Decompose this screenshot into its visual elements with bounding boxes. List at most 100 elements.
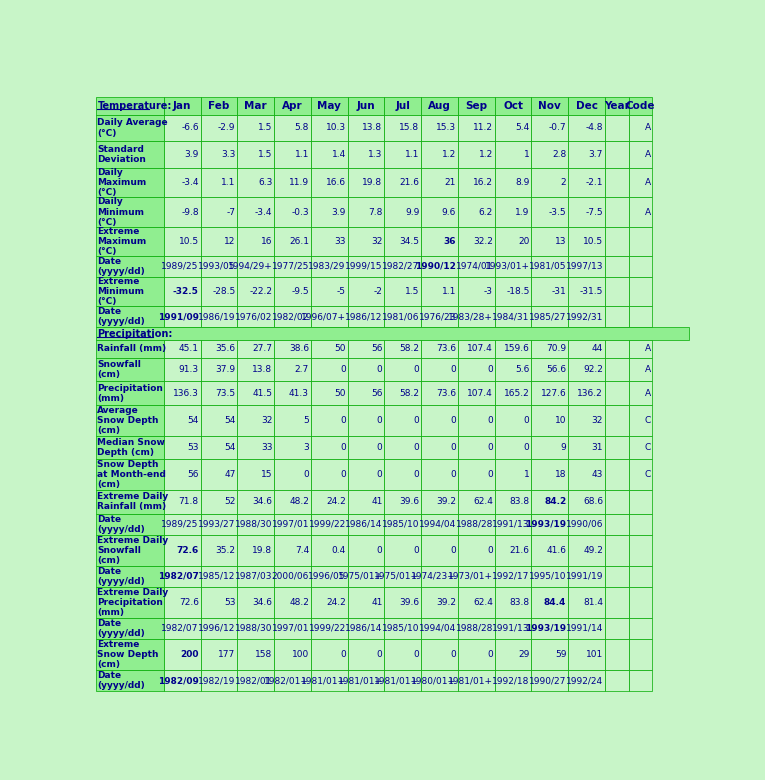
Text: 72.6: 72.6 bbox=[179, 598, 199, 607]
Bar bbox=[629, 670, 653, 691]
Text: 19.8: 19.8 bbox=[252, 546, 272, 555]
Bar bbox=[311, 639, 347, 670]
Bar bbox=[311, 358, 347, 381]
Text: A: A bbox=[644, 344, 650, 353]
Text: 1993/27: 1993/27 bbox=[198, 519, 236, 529]
Text: -0.3: -0.3 bbox=[291, 207, 309, 217]
Bar bbox=[495, 670, 532, 691]
Text: 48.2: 48.2 bbox=[289, 598, 309, 607]
Bar bbox=[311, 227, 347, 256]
Text: 1974/23+: 1974/23+ bbox=[412, 572, 456, 581]
Text: 1986/14: 1986/14 bbox=[345, 519, 382, 529]
Text: 0: 0 bbox=[487, 365, 493, 374]
Bar bbox=[274, 97, 311, 115]
Text: 1976/23: 1976/23 bbox=[418, 312, 456, 321]
Bar bbox=[384, 405, 421, 436]
Bar bbox=[532, 381, 568, 405]
Bar bbox=[495, 513, 532, 535]
Bar bbox=[164, 639, 200, 670]
Bar bbox=[458, 227, 495, 256]
Text: 0: 0 bbox=[451, 470, 456, 479]
Text: 38.6: 38.6 bbox=[289, 344, 309, 353]
Bar bbox=[605, 256, 629, 277]
Bar bbox=[458, 436, 495, 459]
Bar bbox=[96, 115, 164, 141]
Text: 15: 15 bbox=[261, 470, 272, 479]
Text: Precipitation:: Precipitation: bbox=[97, 328, 173, 339]
Bar bbox=[629, 141, 653, 168]
Bar bbox=[384, 97, 421, 115]
Bar bbox=[568, 256, 605, 277]
Bar bbox=[605, 168, 629, 197]
Text: 1982/19: 1982/19 bbox=[198, 676, 236, 685]
Text: 0: 0 bbox=[524, 443, 529, 452]
Bar bbox=[96, 459, 164, 490]
Bar bbox=[532, 513, 568, 535]
Bar bbox=[274, 307, 311, 328]
Text: 73.5: 73.5 bbox=[216, 388, 236, 398]
Bar bbox=[605, 307, 629, 328]
Text: 5.8: 5.8 bbox=[295, 123, 309, 133]
Text: 1992/31: 1992/31 bbox=[566, 312, 603, 321]
Text: 7.8: 7.8 bbox=[368, 207, 382, 217]
Bar bbox=[164, 115, 200, 141]
Text: 16.6: 16.6 bbox=[326, 179, 346, 187]
Text: 13.8: 13.8 bbox=[252, 365, 272, 374]
Text: 50: 50 bbox=[334, 344, 346, 353]
Text: 0: 0 bbox=[414, 546, 419, 555]
Bar bbox=[532, 490, 568, 513]
Bar bbox=[311, 436, 347, 459]
Bar bbox=[532, 340, 568, 358]
Text: Extreme
Snow Depth
(cm): Extreme Snow Depth (cm) bbox=[97, 640, 159, 669]
Bar bbox=[532, 115, 568, 141]
Bar bbox=[384, 381, 421, 405]
Bar bbox=[200, 97, 237, 115]
Bar bbox=[274, 566, 311, 587]
Bar bbox=[532, 256, 568, 277]
Text: 70.9: 70.9 bbox=[546, 344, 566, 353]
Bar bbox=[200, 670, 237, 691]
Bar bbox=[237, 513, 274, 535]
Bar bbox=[311, 535, 347, 566]
Bar bbox=[274, 639, 311, 670]
Text: 56.6: 56.6 bbox=[546, 365, 566, 374]
Text: 56: 56 bbox=[371, 388, 382, 398]
Text: 1981/06: 1981/06 bbox=[382, 312, 419, 321]
Text: 27.7: 27.7 bbox=[252, 344, 272, 353]
Text: 1982/07: 1982/07 bbox=[161, 624, 199, 633]
Bar bbox=[458, 566, 495, 587]
Text: 71.8: 71.8 bbox=[179, 498, 199, 506]
Bar bbox=[532, 566, 568, 587]
Text: 1990/06: 1990/06 bbox=[565, 519, 603, 529]
Text: Snow Depth
at Month-end
(cm): Snow Depth at Month-end (cm) bbox=[97, 460, 166, 489]
Bar bbox=[421, 277, 458, 307]
Bar bbox=[421, 618, 458, 639]
Text: -9.5: -9.5 bbox=[291, 287, 309, 296]
Bar bbox=[421, 436, 458, 459]
Bar bbox=[200, 340, 237, 358]
Text: 3: 3 bbox=[303, 443, 309, 452]
Text: 1976/02: 1976/02 bbox=[235, 312, 272, 321]
Text: 0: 0 bbox=[377, 546, 382, 555]
Text: 1985/27: 1985/27 bbox=[529, 312, 566, 321]
Text: 1997/01: 1997/01 bbox=[272, 519, 309, 529]
Bar bbox=[384, 535, 421, 566]
Text: 1: 1 bbox=[524, 470, 529, 479]
Text: 1997/13: 1997/13 bbox=[565, 262, 603, 271]
Bar bbox=[458, 639, 495, 670]
Bar bbox=[605, 535, 629, 566]
Text: Extreme Daily
Rainfall (mm): Extreme Daily Rainfall (mm) bbox=[97, 492, 168, 512]
Text: 20: 20 bbox=[518, 236, 529, 246]
Text: 19.8: 19.8 bbox=[363, 179, 382, 187]
Text: 0: 0 bbox=[414, 365, 419, 374]
Text: 0: 0 bbox=[377, 470, 382, 479]
Bar bbox=[605, 639, 629, 670]
Bar bbox=[568, 115, 605, 141]
Text: 1982/07: 1982/07 bbox=[158, 572, 199, 581]
Text: 0: 0 bbox=[340, 365, 346, 374]
Bar bbox=[164, 513, 200, 535]
Text: Median Snow
Depth (cm): Median Snow Depth (cm) bbox=[97, 438, 165, 457]
Bar bbox=[421, 141, 458, 168]
Text: -2.1: -2.1 bbox=[586, 179, 603, 187]
Bar bbox=[629, 358, 653, 381]
